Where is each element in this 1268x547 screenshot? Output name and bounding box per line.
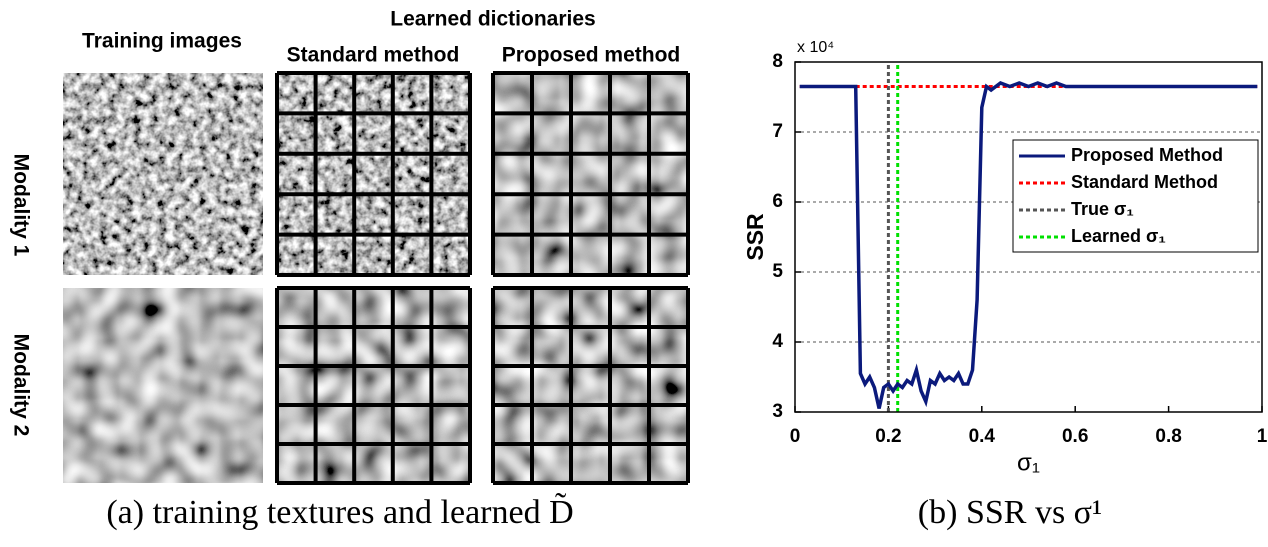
x-tick-label: 0 <box>790 426 801 447</box>
y-tick-label: 3 <box>772 401 783 422</box>
figure: Learned dictionaries Training images Sta… <box>0 0 1268 542</box>
texture-image <box>63 73 263 275</box>
y-tick-label: 7 <box>772 121 783 142</box>
x-tick-label: 0.2 <box>875 426 901 447</box>
texture-image <box>277 288 470 483</box>
y-axis-label: SSR <box>742 213 768 261</box>
row-label: Modality 2 <box>9 334 32 437</box>
panel-a: Learned dictionaries Training images Sta… <box>9 8 688 531</box>
texture-image <box>493 73 688 275</box>
page: Learned dictionaries Training images Sta… <box>0 0 1268 547</box>
column-label: Standard method <box>287 44 460 67</box>
x-tick-label: 0.6 <box>1062 426 1088 447</box>
legend-label: Standard Method <box>1071 172 1218 192</box>
column-label: Proposed method <box>502 44 681 67</box>
caption: (b) SSR vs σ¹ <box>918 494 1102 531</box>
texture-image <box>277 73 470 275</box>
caption: (a) training textures and learned D̃ <box>106 492 573 531</box>
column-label: Training images <box>82 30 242 53</box>
heading: Learned dictionaries <box>390 8 595 31</box>
x-tick-label: 1 <box>1257 426 1268 447</box>
texture-image <box>493 288 688 483</box>
y-tick-label: 5 <box>772 261 783 282</box>
legend-label: Learned σ₁ <box>1071 226 1166 246</box>
row-label: Modality 1 <box>9 154 32 257</box>
x-tick-label: 0.4 <box>969 426 996 447</box>
y-multiplier: x 10⁴ <box>797 39 834 56</box>
legend-label: True σ₁ <box>1071 199 1134 219</box>
x-tick-label: 0.8 <box>1155 426 1181 447</box>
x-axis-label: σ₁ <box>1017 449 1040 476</box>
y-tick-label: 8 <box>772 51 783 72</box>
legend-label: Proposed Method <box>1071 145 1223 165</box>
texture-image <box>63 288 263 483</box>
y-tick-label: 4 <box>772 331 783 352</box>
y-tick-label: 6 <box>772 191 783 212</box>
